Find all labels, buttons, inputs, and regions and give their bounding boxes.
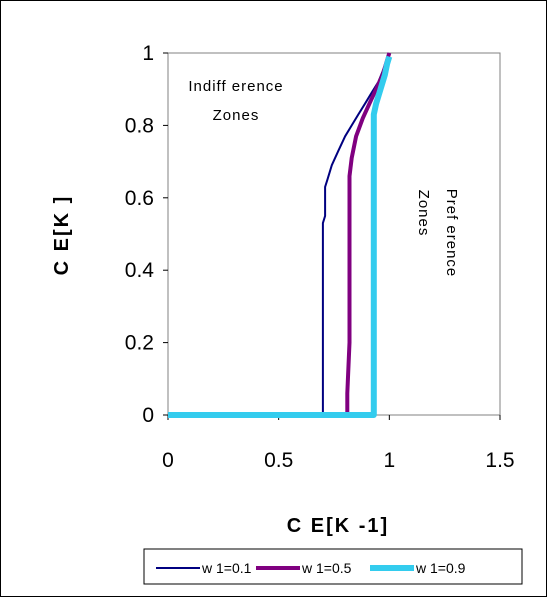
- indifference-zones-line-1: Indiff erence: [188, 78, 283, 95]
- x-axis-title: C E[K -1]: [287, 515, 389, 537]
- legend-box: [143, 548, 523, 585]
- x-tick-label: 1.5: [485, 449, 514, 472]
- series-line-3: [168, 55, 393, 418]
- legend-label-3: w 1=0.9: [415, 560, 466, 576]
- y-ticks: 0 0.2 0.4 0.6 0.8 1: [125, 42, 168, 427]
- y-tick-label: 1: [142, 42, 154, 65]
- y-tick-label: 0.8: [125, 114, 154, 137]
- preference-zones-line-1: Pref erence: [443, 189, 460, 278]
- legend-label-2: w 1=0.5: [301, 560, 352, 576]
- x-ticks: 0 0.5 1 1.5: [162, 415, 515, 472]
- y-tick-label: 0: [142, 404, 154, 427]
- indifference-zones-line-2: Zones: [213, 107, 260, 124]
- x-tick-label: 0: [162, 449, 174, 472]
- y-tick-label: 0.4: [125, 259, 155, 282]
- y-tick-label: 0.2: [125, 332, 154, 355]
- y-axis-title: C E[K ]: [51, 195, 73, 276]
- x-tick-label: 1: [383, 449, 395, 472]
- x-tick-label: 0.5: [264, 449, 293, 472]
- legend-label-1: w 1=0.1: [201, 560, 252, 576]
- legend: w 1=0.1 w 1=0.5 w 1=0.9: [156, 560, 466, 576]
- y-tick-label: 0.6: [125, 187, 154, 210]
- plot-area: [167, 52, 501, 416]
- series-group: [168, 52, 393, 418]
- preference-zones-line-2: Zones: [415, 190, 432, 237]
